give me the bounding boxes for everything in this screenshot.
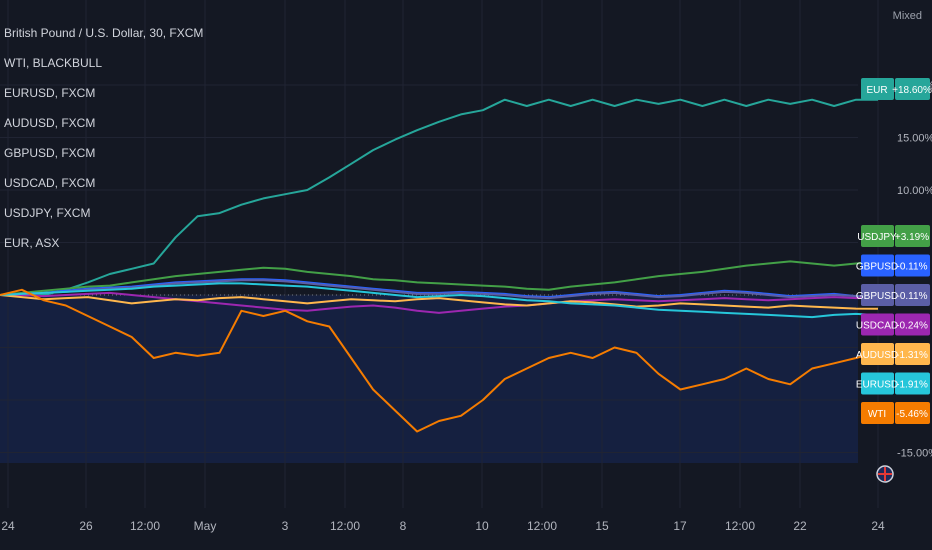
series-line-wti	[0, 288, 879, 433]
series-value-label: WTI -5.46%	[861, 402, 930, 424]
series-name-text: EURUSD	[856, 380, 898, 391]
series-value-label: AUDUSD-1.31%	[856, 343, 930, 365]
legend-item[interactable]: WTI, BLACKBULL	[4, 56, 103, 70]
series-name-text: EUR	[866, 85, 887, 96]
x-tick-label: 12:00	[330, 519, 360, 533]
series-value-label: EUR +18.60%	[861, 78, 932, 100]
series-value-text: -5.46%	[896, 409, 928, 420]
series-value-label: GBPUSD-0.11%	[856, 254, 930, 277]
scale-mode-label[interactable]: Mixed	[892, 10, 922, 22]
series-name-text: GBPUSD	[856, 262, 898, 273]
series-value-text: +3.19%	[895, 232, 929, 243]
x-tick-label: 3	[282, 519, 289, 533]
legend-item[interactable]: EUR, ASX	[4, 236, 60, 250]
x-tick-label: 17	[673, 519, 687, 533]
x-tick-label: 24	[871, 519, 885, 533]
series-line-eurusd	[0, 282, 879, 319]
x-tick-label: 22	[793, 519, 807, 533]
legend-item[interactable]: USDCAD, FXCM	[4, 176, 96, 190]
series-value-text: -0.11%	[897, 291, 928, 302]
x-tick-label: 10	[475, 519, 489, 533]
y-tick-label: -15.00%	[897, 448, 932, 460]
series-name-text: USDJPY	[857, 232, 897, 243]
x-tick-label: 12:00	[130, 519, 160, 533]
legend-item[interactable]: USDJPY, FXCM	[4, 206, 91, 220]
legend-item[interactable]: EURUSD, FXCM	[4, 86, 96, 100]
series-line-eur	[0, 98, 878, 296]
series-line-audusd	[0, 294, 879, 310]
series-value-text: -1.31%	[896, 350, 928, 361]
series-value-text: -0.24%	[896, 321, 928, 332]
series-value-text: -1.91%	[896, 380, 928, 391]
y-tick-label: 15.00%	[897, 133, 932, 145]
series-value-label: GBPUSD-0.11%	[856, 284, 930, 306]
x-tick-label: 26	[79, 519, 93, 533]
flag-icon[interactable]	[876, 465, 894, 483]
series-value-label: USDJPY+3.19%	[857, 225, 930, 247]
series-value-label: USDCAD-0.24%	[856, 313, 930, 336]
series-name-text: USDCAD	[856, 321, 898, 332]
series-line-gbpusd	[0, 279, 879, 300]
x-tick-label: 24	[1, 519, 15, 533]
legend: British Pound / U.S. Dollar, 30, FXCM WTI…	[4, 18, 203, 258]
x-tick-label: 15	[595, 519, 609, 533]
series-value-label: EURUSD-1.91%	[856, 372, 930, 395]
x-tick-label: 12:00	[725, 519, 755, 533]
x-tick-label: May	[194, 519, 217, 533]
legend-item[interactable]: British Pound / U.S. Dollar, 30, FXCM	[4, 26, 204, 40]
below-baseline-fill	[0, 295, 858, 463]
series-value-text: +18.60%	[892, 85, 932, 96]
y-tick-label: 10.00%	[897, 185, 932, 197]
series-line-usdjpy	[0, 260, 879, 296]
series-name-text: AUDUSD	[856, 350, 898, 361]
series-line-usdcad	[0, 291, 879, 314]
legend-item[interactable]: AUDUSD, FXCM	[4, 116, 96, 130]
series-value-text: -0.11%	[897, 262, 928, 273]
series-name-text: WTI	[868, 409, 886, 420]
series-name-text: GBPUSD	[856, 291, 898, 302]
x-tick-label: 12:00	[527, 519, 557, 533]
x-tick-label: 8	[400, 519, 407, 533]
legend-item[interactable]: GBPUSD, FXCM	[4, 146, 96, 160]
